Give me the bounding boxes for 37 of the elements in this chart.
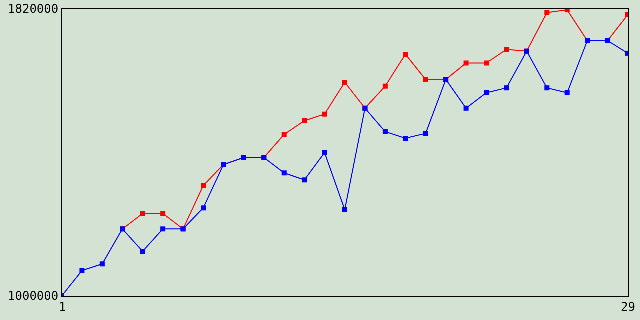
- point: [140, 211, 146, 216]
- point: [342, 80, 348, 85]
- point: [160, 226, 166, 232]
- point: [544, 10, 550, 16]
- point: [322, 150, 328, 156]
- point: [282, 170, 287, 176]
- point: [322, 112, 328, 117]
- point: [544, 86, 550, 91]
- x-tick-label: 1: [59, 300, 66, 314]
- point: [504, 86, 510, 91]
- point: [382, 129, 388, 134]
- point: [140, 249, 146, 254]
- point: [201, 206, 206, 211]
- point: [282, 132, 287, 138]
- point: [342, 207, 348, 212]
- point: [403, 52, 408, 57]
- point: [464, 60, 469, 66]
- point: [80, 268, 85, 274]
- point: [382, 84, 388, 89]
- x-tick-label: 29: [621, 300, 636, 314]
- point: [100, 262, 105, 267]
- y-tick-label: 1000000: [8, 289, 59, 304]
- point: [201, 183, 206, 188]
- point: [302, 178, 308, 183]
- point: [302, 118, 308, 124]
- point: [160, 211, 166, 216]
- point: [464, 106, 469, 111]
- point: [484, 60, 489, 66]
- y-tick-label: 1820000: [8, 2, 59, 16]
- point: [484, 90, 489, 96]
- line-series: [62, 38, 628, 296]
- point: [504, 47, 510, 52]
- point: [423, 131, 428, 136]
- point: [423, 77, 428, 82]
- point: [564, 9, 570, 13]
- point: [403, 136, 408, 141]
- point: [564, 90, 570, 96]
